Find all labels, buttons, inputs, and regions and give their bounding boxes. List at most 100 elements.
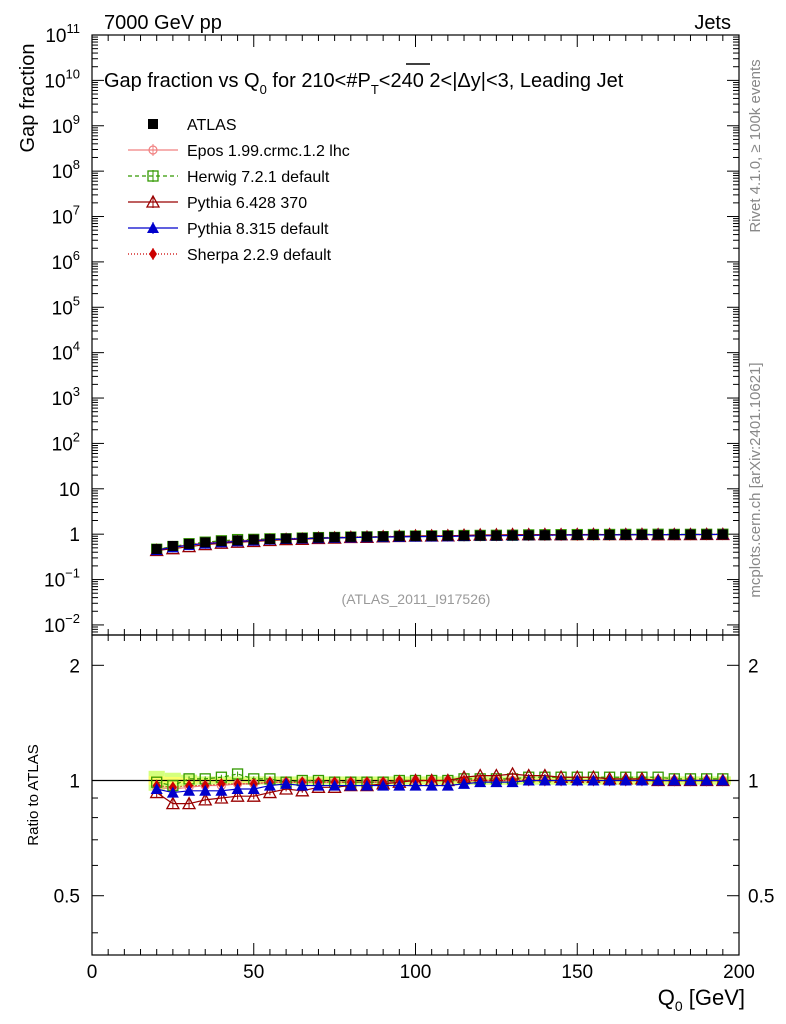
y-tick-label: 106 (52, 248, 80, 274)
x-axis-label-q: Q (658, 985, 675, 1010)
legend-item-epos-1-99-crmc-1-2-lhc: Epos 1.99.crmc.1.2 lhc (128, 143, 350, 160)
y-tick-exponent: 2 (73, 429, 80, 444)
series-atlas (151, 529, 728, 555)
y-tick-base: 10 (52, 298, 73, 319)
marker-top (620, 529, 631, 540)
marker-top (717, 529, 728, 540)
legend-item-sherpa-2-2-9-default: Sherpa 2.2.9 default (128, 247, 332, 264)
y-tick-base: 10 (52, 434, 73, 455)
ratio-y-tick-label: 2 (69, 656, 80, 677)
legend-item-herwig-7-2-1-default: Herwig 7.2.1 default (128, 169, 330, 186)
marker-ratio (409, 779, 422, 791)
rivet-version-label: Rivet 4.1.0, ≥ 100k events (747, 59, 764, 232)
y-tick-label: 105 (52, 293, 80, 319)
marker-top (572, 529, 583, 540)
marker-top (216, 536, 227, 547)
mcplots-citation-label: mcplots.cern.ch [arXiv:2401.10621] (747, 362, 764, 597)
x-axis-label-unit: [GeV] (683, 985, 745, 1010)
y-tick-label: 1011 (45, 21, 80, 47)
marker-ratio (668, 774, 681, 786)
legend-marker (147, 170, 159, 182)
plot-title: Gap fraction vs Q0 for 210<#PT<240 2<|Δy… (104, 70, 624, 97)
marker-ratio (183, 784, 196, 796)
y-tick-base: 10 (44, 571, 65, 592)
marker-ratio (344, 779, 357, 791)
ratio-y-tick-label-right: 2 (748, 656, 759, 677)
y-tick-label: 107 (52, 203, 80, 229)
marker-ratio (619, 774, 632, 786)
marker-ratio (217, 777, 226, 790)
marker-top (248, 534, 259, 545)
y-tick-exponent: 6 (73, 248, 80, 263)
y-tick-base: 10 (52, 344, 73, 365)
y-tick-base: 10 (52, 389, 73, 410)
series-pythia-8-315-default (150, 528, 729, 798)
marker-ratio (296, 779, 309, 791)
marker-top (151, 544, 162, 555)
x-axis-label-sub: 0 (675, 998, 683, 1014)
y-tick-exponent: 4 (73, 339, 80, 354)
marker-top (410, 531, 421, 542)
y-tick-base: 10 (52, 162, 73, 183)
y-tick-exponent: 8 (73, 157, 80, 172)
marker-ratio (165, 796, 180, 810)
marker-top (636, 529, 647, 540)
marker-top (297, 533, 308, 544)
y-tick-label: 109 (52, 112, 80, 138)
marker-ratio (700, 774, 713, 786)
marker-top (604, 529, 615, 540)
data-marks (149, 527, 730, 810)
marker-ratio (215, 784, 228, 796)
marker-top (329, 532, 340, 543)
marker-ratio (490, 776, 503, 788)
y-tick-label: 108 (52, 157, 80, 183)
marker-ratio (181, 796, 197, 810)
marker-top (200, 537, 211, 548)
marker-top (653, 529, 664, 540)
legend-label: Sherpa 2.2.9 default (187, 247, 332, 264)
title-sub-t: T (371, 82, 379, 97)
marker-top (378, 531, 389, 542)
marker-top (442, 530, 453, 541)
title-part-2: for 210<#P (267, 70, 371, 92)
title-part-3: <240 2<|Δy|<3, Leading Jet (379, 70, 624, 92)
x-tick-label: 100 (400, 962, 432, 983)
marker-top (491, 530, 502, 541)
y-tick-base: 10 (45, 26, 66, 47)
marker-ratio (652, 774, 665, 786)
marker-top (184, 538, 195, 549)
analysis-tag: (ATLAS_2011_I917526) (342, 591, 491, 607)
marker-top (459, 530, 470, 541)
y-tick-exponent: 5 (73, 293, 80, 308)
y-tick-label: 10−2 (44, 611, 80, 637)
y-tick-exponent: −2 (65, 611, 80, 626)
series-pythia-6-428-370 (149, 527, 730, 810)
y-tick-exponent: 11 (67, 21, 81, 36)
ratio-y-tick-label-right: 1 (748, 772, 759, 793)
legend-label: Herwig 7.2.1 default (187, 169, 330, 186)
legend-marker (145, 194, 161, 208)
title-sub-q0: 0 (260, 82, 267, 97)
series-epos-1-99-crmc-1-2-lhc (152, 529, 728, 794)
marker-ratio (280, 777, 293, 789)
marker-ratio (360, 779, 373, 791)
marker-ratio (166, 786, 179, 798)
marker-ratio (635, 774, 648, 786)
axis-ticks: 0 50 100 150 2001011101010910810710610510410… (44, 21, 774, 983)
y-tick-base: 10 (52, 253, 73, 274)
x-tick-label: 200 (723, 962, 755, 983)
marker-top (394, 531, 405, 542)
legend-item-atlas: ATLAS (148, 117, 237, 134)
y-tick-exponent: 9 (73, 112, 80, 127)
marker-ratio (587, 774, 600, 786)
marker-top (232, 535, 243, 546)
y-tick-exponent: 7 (73, 203, 80, 218)
marker-ratio (247, 783, 260, 795)
marker-ratio (263, 779, 276, 791)
marker-ratio (246, 788, 261, 802)
marker-ratio (716, 774, 729, 786)
y-tick-label: 102 (52, 429, 80, 455)
marker-top (361, 531, 372, 542)
marker-top (426, 530, 437, 541)
